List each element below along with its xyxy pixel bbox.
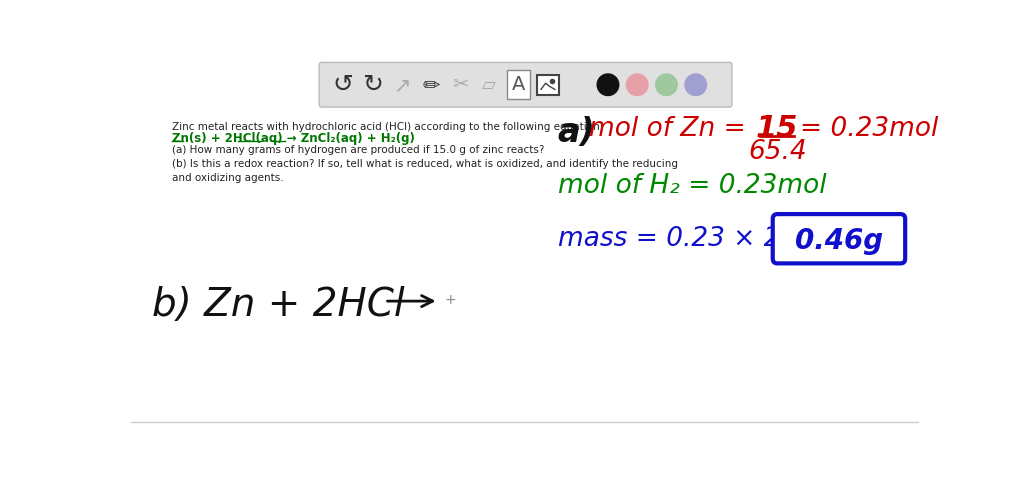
FancyBboxPatch shape — [319, 62, 732, 107]
Text: 0.46g: 0.46g — [795, 227, 883, 255]
FancyBboxPatch shape — [538, 75, 559, 95]
Text: ✂: ✂ — [452, 75, 468, 94]
Text: A: A — [512, 75, 525, 94]
Text: mol of H₂ = 0.23mol: mol of H₂ = 0.23mol — [558, 173, 826, 199]
Text: ↺: ↺ — [333, 73, 353, 97]
Text: 15: 15 — [756, 114, 799, 143]
Circle shape — [655, 74, 677, 96]
Text: ▱: ▱ — [482, 76, 497, 94]
Text: +: + — [444, 293, 457, 307]
Circle shape — [627, 74, 648, 96]
Text: Zinc metal reacts with hydrochloric acid (HCl) according to the following equati: Zinc metal reacts with hydrochloric acid… — [172, 122, 603, 132]
Text: mol of Zn =: mol of Zn = — [589, 116, 745, 142]
Text: (a) How many grams of hydrogen are produced if 15.0 g of zinc reacts?
(b) Is thi: (a) How many grams of hydrogen are produ… — [172, 145, 678, 183]
Text: 65.4: 65.4 — [749, 140, 807, 165]
Text: b) Zn + 2HCl: b) Zn + 2HCl — [153, 285, 404, 324]
FancyBboxPatch shape — [773, 214, 905, 264]
Circle shape — [597, 74, 618, 96]
Text: = 0.23mol: = 0.23mol — [801, 116, 939, 142]
Text: mass = 0.23 × 2 =: mass = 0.23 × 2 = — [558, 226, 811, 252]
Text: a): a) — [558, 116, 596, 149]
Text: ↻: ↻ — [361, 73, 383, 97]
Text: ✏: ✏ — [422, 75, 439, 95]
Text: Zn(s) + 2HCl(aq) → ZnCl₂(aq) + H₂(g): Zn(s) + 2HCl(aq) → ZnCl₂(aq) + H₂(g) — [172, 132, 415, 145]
Circle shape — [685, 74, 707, 96]
Text: ↗: ↗ — [393, 75, 411, 95]
